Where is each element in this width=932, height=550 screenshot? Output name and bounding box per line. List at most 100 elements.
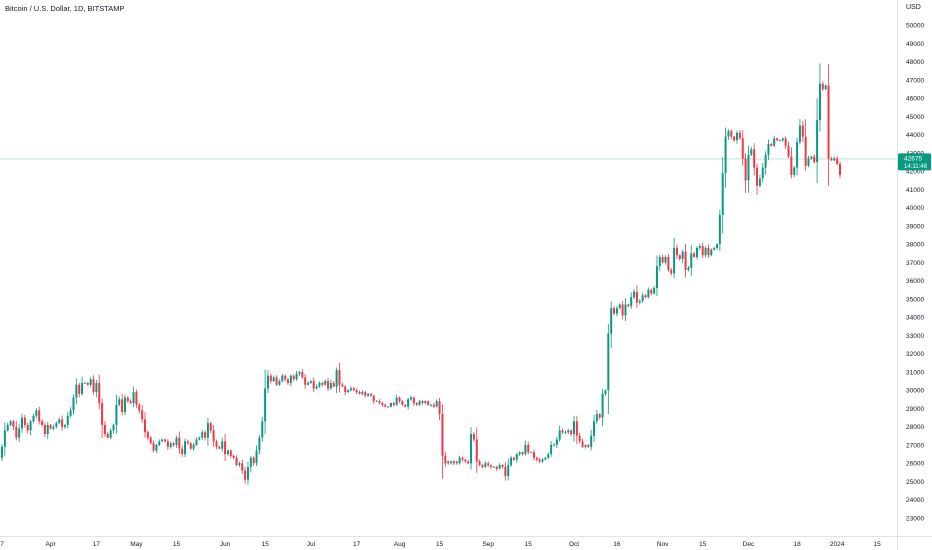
candle	[66, 411, 69, 429]
candle	[756, 163, 759, 195]
candle	[495, 465, 498, 471]
candle	[467, 459, 470, 465]
candle	[126, 396, 129, 404]
candle	[738, 129, 741, 140]
candle	[827, 64, 830, 186]
candle	[358, 390, 361, 395]
x-tick-label: 15	[262, 541, 270, 548]
candle	[527, 441, 530, 455]
candle	[229, 449, 232, 458]
candle	[166, 439, 169, 451]
candle	[169, 441, 172, 449]
x-tick-label: Apr	[46, 541, 57, 548]
candle	[384, 403, 387, 408]
candle	[587, 443, 590, 449]
candle	[81, 376, 84, 396]
currency-label[interactable]: USD	[906, 4, 921, 11]
candle	[264, 369, 267, 435]
candle	[332, 380, 335, 388]
candle	[404, 404, 407, 408]
candle	[9, 419, 12, 427]
chart-title: Bitcoin / U.S. Dollar, 1D, BITSTAMP	[5, 4, 125, 13]
candle	[830, 156, 833, 161]
y-tick-label: 40000	[906, 205, 924, 212]
candle	[796, 137, 799, 176]
last-price-value: 42675	[904, 155, 922, 162]
candle	[327, 377, 330, 392]
candle	[69, 407, 72, 418]
candle	[389, 402, 392, 408]
candle	[727, 129, 730, 140]
candle	[470, 427, 473, 470]
candle	[61, 415, 64, 432]
candle	[641, 292, 644, 303]
candle	[627, 303, 630, 308]
candle	[392, 401, 395, 407]
candle	[610, 301, 613, 349]
candle	[552, 442, 555, 447]
candle	[255, 445, 258, 467]
candle	[532, 449, 535, 461]
candle	[407, 397, 410, 410]
candle	[427, 400, 430, 406]
y-tick-label: 38000	[906, 242, 924, 249]
x-tick-label: Sep	[482, 541, 494, 548]
candle	[452, 460, 455, 466]
candle	[721, 157, 724, 234]
candle	[289, 374, 292, 387]
candle	[492, 466, 495, 468]
y-tick-label: 37000	[906, 260, 924, 267]
candle	[412, 396, 415, 406]
candle	[258, 434, 261, 455]
candle	[146, 430, 149, 441]
candle	[189, 442, 192, 450]
candle	[129, 399, 132, 405]
candle	[209, 421, 212, 434]
candle	[664, 255, 667, 265]
candle	[444, 451, 447, 467]
x-tick-label: Nov	[657, 541, 669, 548]
candle	[578, 432, 581, 444]
candle	[1, 444, 3, 462]
candle	[321, 381, 324, 387]
candle	[824, 84, 827, 91]
candle	[575, 415, 578, 445]
candle	[246, 461, 249, 485]
x-tick-label: May	[130, 541, 143, 548]
candle	[707, 244, 710, 258]
candle	[681, 249, 684, 264]
y-tick-label: 41000	[906, 187, 924, 194]
candle	[295, 370, 298, 381]
x-tick-label: Dec	[743, 541, 755, 548]
candle	[661, 254, 664, 264]
candle	[767, 139, 770, 161]
candle	[184, 438, 187, 458]
candle	[521, 451, 524, 456]
candle	[135, 389, 138, 408]
y-tick-label: 35000	[906, 296, 924, 303]
candle	[149, 436, 152, 445]
candle	[355, 388, 358, 395]
y-tick-label: 48000	[906, 59, 924, 66]
y-axis[interactable]: 23000 24000 25000 26000 27000 28000 29000 30000…	[906, 23, 924, 523]
candle	[352, 386, 355, 392]
candle	[810, 155, 813, 160]
candle	[284, 374, 287, 382]
candle	[512, 456, 515, 462]
candle	[75, 378, 78, 405]
candle	[750, 146, 753, 156]
x-tick-label: Oct	[569, 541, 579, 548]
candle	[378, 399, 381, 405]
candle	[432, 402, 435, 409]
candle	[338, 362, 341, 393]
candle	[601, 388, 604, 427]
x-axis[interactable]: 7 Apr 17 May 15 Jun 15 Jul 17 Aug 15 Sep 15 Oct 16 Nov 1…	[0, 541, 881, 548]
y-tick-label: 32000	[906, 351, 924, 358]
candle	[541, 457, 544, 464]
candle	[181, 445, 184, 457]
candle	[598, 413, 601, 420]
candle	[564, 430, 567, 434]
candle	[106, 431, 109, 439]
x-tick-label: Aug	[394, 541, 406, 548]
